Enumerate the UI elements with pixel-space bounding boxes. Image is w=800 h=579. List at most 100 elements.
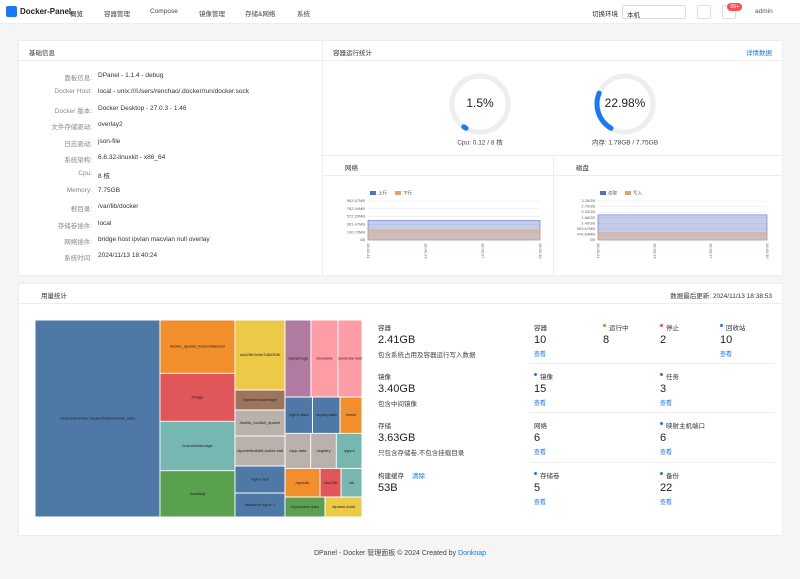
item-label: 容器 <box>534 325 547 332</box>
panel-header <box>19 41 322 61</box>
treemap-label: /backend nginx-1 <box>245 502 276 507</box>
treemap-rect <box>284 433 311 469</box>
treemap-label: /pgvol <box>344 448 355 453</box>
item-label: 映射主机端口 <box>666 423 705 430</box>
item-label: 备份 <box>666 473 679 480</box>
treemap-label: /pvolume-test <box>338 356 363 361</box>
treemap-rect <box>284 497 325 517</box>
info-value: bridge host ipvlan macvlan null overlay <box>98 236 210 243</box>
treemap-label: /image <box>191 394 204 399</box>
item-value: 15 <box>534 383 547 395</box>
menu-item[interactable]: 镜像管理 <box>199 11 225 18</box>
item-link[interactable]: 查看 <box>720 352 733 358</box>
info-value: DPanel - 1.1.4 - debug <box>98 72 164 79</box>
y-tick-label: 0B <box>360 237 365 242</box>
item-link[interactable]: 查看 <box>534 450 547 456</box>
treemap-cell: /nginx-test <box>234 466 285 493</box>
info-key: 系统架构: <box>64 157 92 164</box>
treemap-rect <box>159 421 235 471</box>
separator <box>530 412 775 413</box>
area <box>597 232 768 241</box>
treemap-rect <box>336 433 363 469</box>
panel-header <box>19 284 782 304</box>
treemap-rect <box>234 436 285 466</box>
x-tick-label: 18:40:30 <box>765 243 770 259</box>
item-value: 6 <box>534 432 541 444</box>
stat-action[interactable]: 清除 <box>412 473 425 480</box>
item-link[interactable]: 查看 <box>534 352 547 358</box>
item-value: 5 <box>534 482 541 494</box>
treemap-cell: /kmce <box>339 397 363 434</box>
item-value: 10 <box>534 334 547 346</box>
treemap-cell: /local/sql <box>159 470 235 517</box>
item-link[interactable]: 查看 <box>660 450 673 456</box>
treemap-rect <box>310 433 337 469</box>
stat-title: 镜像 <box>378 374 391 381</box>
env-select[interactable]: 本机 <box>622 5 686 19</box>
item-link[interactable]: 查看 <box>660 500 673 506</box>
item-link[interactable]: 查看 <box>534 401 547 407</box>
treemap-cell: /nginx-data <box>284 397 313 434</box>
treemap-rect <box>324 497 362 517</box>
treemap-label: /pvolume <box>316 356 333 361</box>
item-label: 任务 <box>666 374 679 381</box>
x-tick-label: 18:40:24 <box>423 243 428 259</box>
area <box>367 229 541 241</box>
treemap-label: /local/sql <box>190 491 206 496</box>
info-key: 网络插件: <box>64 239 92 246</box>
treemap-rect <box>234 493 285 517</box>
stat-title: 存储 <box>378 423 391 430</box>
treemap-rect <box>312 397 340 434</box>
y-tick-label: 381.47MB <box>347 221 366 226</box>
status-dot <box>534 472 537 475</box>
info-value: 6.6.32-linuxkit - x86_64 <box>98 154 166 161</box>
legend-swatch <box>370 191 376 195</box>
details-link[interactable]: 详情数据 <box>746 50 772 57</box>
status-dot <box>660 373 663 376</box>
gauge-caption: Cpu: 0.12 / 8 核 <box>457 138 503 147</box>
env-label: 切换环境 <box>592 11 618 18</box>
info-value: local - unix:///Users/renchao/.docker/ru… <box>98 88 250 96</box>
treemap-label: /app-data <box>289 448 307 453</box>
item-label: 停止 <box>666 325 679 332</box>
item-link[interactable]: 查看 <box>534 500 547 506</box>
item-value: 6 <box>660 432 667 444</box>
info-value: 7.75GB <box>98 186 121 194</box>
legend-label: 下行 <box>403 190 412 197</box>
y-tick-label: 0B <box>590 237 595 242</box>
info-key: Memory: <box>66 186 92 194</box>
treemap-cell: sha256:9d4e7d8430f6 <box>234 320 285 390</box>
menu-item[interactable]: 存储&网络 <box>245 11 276 18</box>
treemap-cell: /hpvolume-data <box>284 497 325 517</box>
menu-item[interactable]: 容器管理 <box>104 11 130 18</box>
treemap-label: sha256:9d4e7d8430f6 <box>240 352 281 357</box>
y-tick-label: 1.40GB <box>581 220 595 225</box>
menu-item[interactable]: 系统 <box>297 11 310 18</box>
item-value: 10 <box>720 334 733 346</box>
menu-item[interactable]: Compose <box>150 8 178 15</box>
icon-button[interactable] <box>697 5 711 19</box>
treemap-label: /registry <box>316 448 330 453</box>
treemap-cell: /builds_buildkit_dpanel <box>234 410 285 436</box>
menu-item[interactable]: 概览 <box>70 11 83 18</box>
treemap-label: /db <box>349 480 355 485</box>
item-link[interactable]: 查看 <box>660 401 673 407</box>
treemap-cell: /app-data <box>284 433 311 469</box>
treemap-cell: docker_dpanel_live/containers/ <box>159 320 235 374</box>
y-tick-label: 1.86GB <box>581 215 595 220</box>
treemap-label: /volumes/storage <box>182 443 213 448</box>
treemap-label: /syncdb <box>296 480 311 485</box>
info-key: Cpu: <box>78 170 92 178</box>
treemap-rect <box>339 397 363 434</box>
info-value: /var/lib/docker <box>98 203 139 211</box>
gauge-label: 22.98% <box>605 96 646 110</box>
user[interactable]: admin <box>755 8 773 15</box>
treemap-label: /hpvolume-data <box>291 504 319 509</box>
footer-link[interactable]: Donknap <box>458 550 487 557</box>
treemap-cell: /mysql-data <box>312 397 340 434</box>
treemap-label: /kmce <box>346 412 357 417</box>
item-label: 镜像 <box>540 374 553 381</box>
y-tick-label: 190.73MB <box>347 229 366 234</box>
x-tick-label: 18:40:27 <box>481 243 486 259</box>
